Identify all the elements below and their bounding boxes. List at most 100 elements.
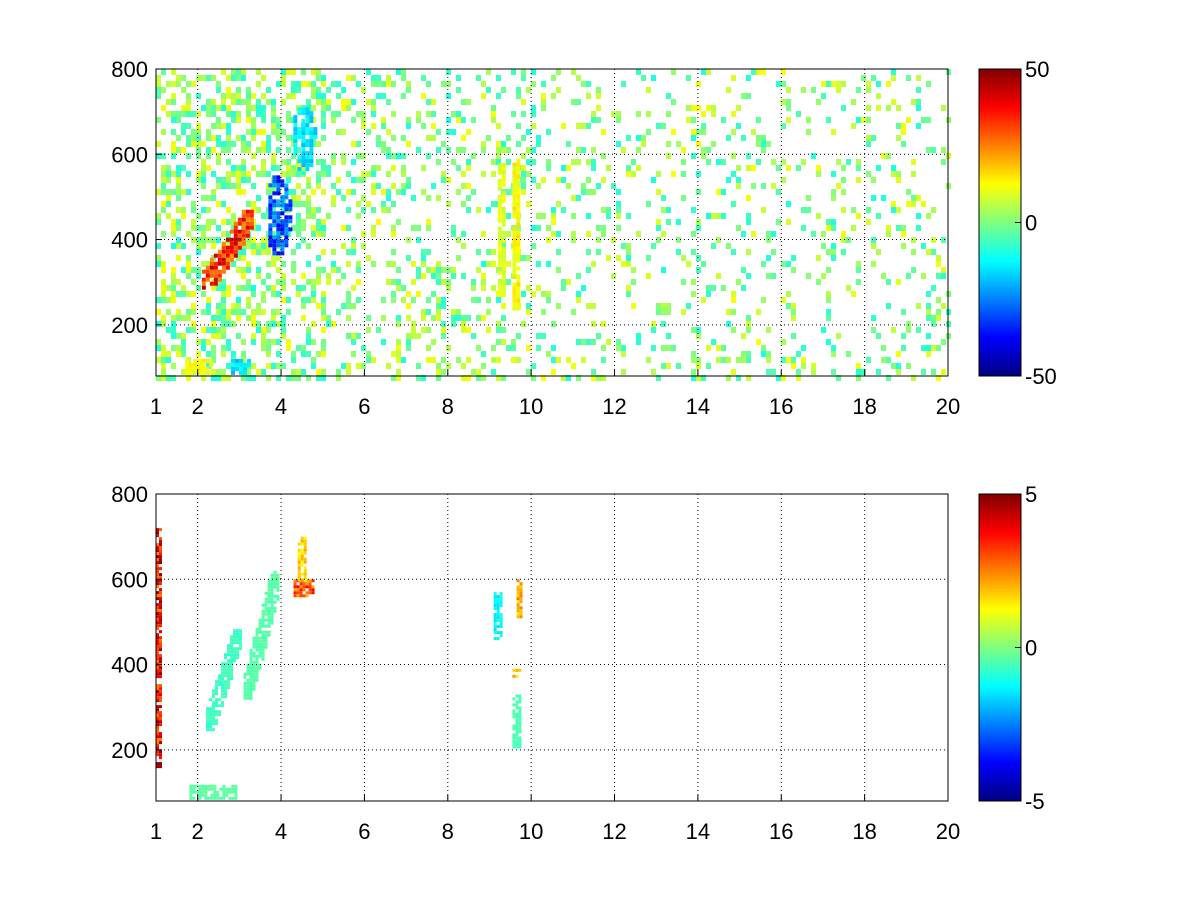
- heatmap-cell: [616, 207, 621, 213]
- heatmap-cell: [293, 143, 298, 148]
- heatmap-cell: [456, 75, 461, 81]
- heatmap-cell: [471, 189, 476, 195]
- heatmap-cell: [196, 273, 201, 279]
- heatmap-cell: [231, 111, 236, 117]
- heatmap-cell: [291, 165, 296, 171]
- heatmap-cell: [497, 194, 502, 199]
- heatmap-cell: [512, 282, 517, 287]
- heatmap-cell: [280, 199, 285, 204]
- heatmap-cell: [501, 194, 506, 199]
- heatmap-cell: [280, 223, 285, 228]
- heatmap-cell: [239, 629, 243, 633]
- heatmap-cell: [301, 151, 306, 156]
- heatmap-cell: [497, 258, 502, 263]
- heatmap-cell: [159, 573, 162, 577]
- heatmap-cell: [496, 297, 501, 303]
- heatmap-cell: [731, 171, 736, 177]
- heatmap-cell: [706, 147, 711, 153]
- heatmap-cell: [841, 231, 846, 237]
- heatmap-cell: [499, 631, 503, 635]
- heatmap-cell: [196, 129, 201, 135]
- heatmap-cell: [346, 207, 351, 213]
- heatmap-cell: [316, 183, 321, 189]
- heatmap-cell: [156, 597, 159, 601]
- heatmap-cell: [801, 357, 806, 363]
- heatmap-cell: [497, 262, 502, 267]
- heatmap-cell: [215, 692, 219, 696]
- heatmap-cell: [421, 309, 426, 315]
- heatmap-cell: [267, 621, 271, 625]
- heatmap-cell: [512, 238, 517, 243]
- heatmap-cell: [321, 219, 326, 225]
- heatmap-cell: [586, 303, 591, 309]
- heatmap-cell: [551, 207, 556, 213]
- heatmap-cell: [501, 174, 506, 179]
- heatmap-cell: [211, 285, 216, 291]
- heatmap-cell: [496, 619, 500, 623]
- heatmap-cell: [676, 237, 681, 243]
- heatmap-cell: [261, 159, 266, 165]
- heatmap-cell: [676, 249, 681, 255]
- heatmap-cell: [231, 321, 236, 327]
- heatmap-cell: [436, 309, 441, 315]
- heatmap-cell: [941, 303, 946, 309]
- heatmap-cell: [876, 369, 881, 375]
- heatmap-cell: [471, 117, 476, 123]
- heatmap-cell: [591, 261, 596, 267]
- heatmap-cell: [221, 123, 226, 129]
- heatmap-cell: [781, 261, 786, 267]
- heatmap-cell: [556, 177, 561, 183]
- heatmap-cell: [305, 582, 309, 586]
- heatmap-cell: [166, 213, 171, 219]
- heatmap-cell: [198, 796, 202, 800]
- heatmap-cell: [586, 159, 591, 165]
- heatmap-cell: [241, 221, 246, 226]
- heatmap-cell: [280, 219, 285, 224]
- heatmap-cell: [159, 735, 162, 739]
- heatmap-cell: [651, 75, 656, 81]
- heatmap-cell: [421, 189, 426, 195]
- heatmap-cell: [159, 588, 162, 592]
- heatmap-cell: [306, 297, 311, 303]
- heatmap-cell: [396, 315, 401, 321]
- heatmap-cell: [246, 285, 251, 291]
- heatmap-cell: [876, 81, 881, 87]
- heatmap-cell: [518, 721, 522, 725]
- heatmap-cell: [161, 279, 166, 285]
- heatmap-cell: [876, 165, 881, 171]
- heatmap-cell: [566, 165, 571, 171]
- heatmap-cell: [156, 594, 159, 598]
- heatmap-cell: [771, 183, 776, 189]
- heatmap-cell: [591, 165, 596, 171]
- heatmap-cell: [726, 375, 731, 381]
- heatmap-cell: [233, 656, 237, 660]
- colorbar-tick-label: -50: [1025, 364, 1057, 389]
- heatmap-cell: [516, 238, 521, 243]
- heatmap-cell: [255, 639, 259, 643]
- heatmap-cell: [309, 127, 314, 132]
- heatmap-cell: [181, 351, 186, 357]
- heatmap-cell: [191, 309, 196, 315]
- heatmap-cell: [156, 705, 159, 709]
- heatmap-cell: [156, 603, 159, 607]
- heatmap-cell: [496, 375, 501, 381]
- heatmap-cell: [303, 557, 307, 561]
- heatmap-cell: [361, 231, 366, 237]
- heatmap-cell: [401, 69, 406, 75]
- heatmap-cell: [211, 357, 216, 363]
- heatmap-cell: [556, 87, 561, 93]
- heatmap-cell: [321, 81, 326, 87]
- heatmap-cell: [230, 659, 234, 663]
- heatmap-cell: [226, 363, 231, 369]
- heatmap-cell: [512, 286, 517, 291]
- heatmap-cell: [831, 171, 836, 177]
- heatmap-cell: [512, 739, 516, 743]
- heatmap-cell: [305, 585, 309, 589]
- heatmap-cell: [776, 219, 781, 225]
- heatmap-cell: [546, 165, 551, 171]
- heatmap-cell: [451, 159, 456, 165]
- heatmap-cell: [156, 693, 159, 697]
- heatmap-cell: [213, 796, 217, 800]
- heatmap-cell: [466, 195, 471, 201]
- heatmap-cell: [231, 784, 235, 788]
